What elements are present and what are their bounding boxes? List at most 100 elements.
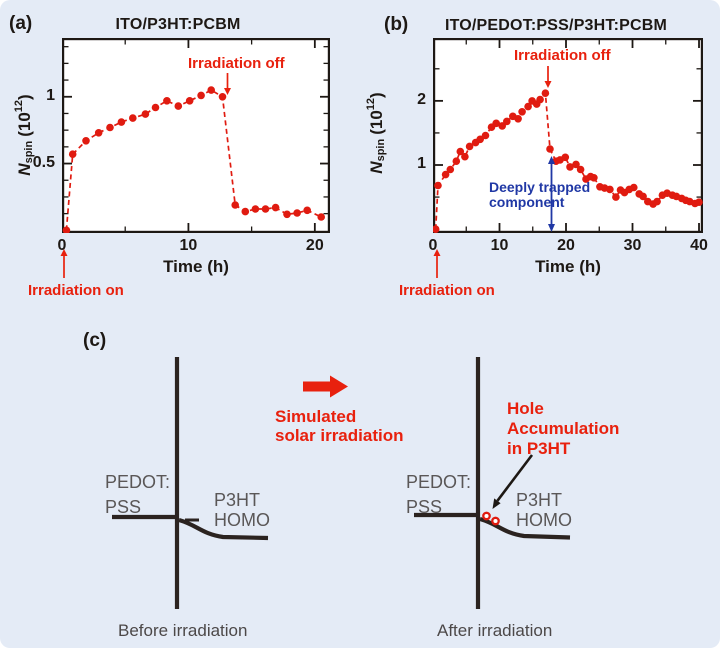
- data-point: [639, 192, 647, 201]
- data-point: [653, 197, 661, 206]
- data-point: [503, 117, 511, 126]
- deeply-trapped-line1: Deeply trapped: [489, 179, 591, 195]
- y-label-symbol: N: [367, 161, 386, 174]
- data-point: [576, 165, 585, 174]
- data-point: [590, 174, 598, 182]
- data-point: [82, 137, 90, 145]
- hole-symbol-icon: [482, 511, 491, 521]
- data-point: [293, 209, 301, 217]
- chart-b-x-axis-label: Time (h): [535, 257, 601, 276]
- y-tick-label: 0.5: [32, 153, 55, 171]
- data-point: [241, 207, 250, 216]
- hole-line3: in P3HT: [507, 439, 571, 458]
- data-point: [94, 129, 103, 137]
- after-right-material-label: P3HT HOMO: [516, 490, 572, 530]
- x-tick-label: 40: [690, 237, 708, 254]
- chart-a-irradiation-on-arrow: [60, 249, 68, 278]
- deeply-trapped-line2: component: [489, 194, 565, 210]
- x-tick-label: 20: [305, 237, 324, 254]
- simulated-solar-irradiation-label: Simulated solar irradiation: [275, 407, 403, 445]
- x-tick-label: 30: [623, 237, 642, 254]
- data-point: [303, 206, 311, 215]
- before-left-material-label: PEDOT: PSS: [105, 470, 170, 520]
- chart-a-plot: [62, 38, 330, 233]
- chart-a-irradiation-on-label: Irradiation on: [28, 282, 124, 299]
- data-point: [446, 165, 455, 174]
- before-diagram: [112, 357, 269, 609]
- data-point: [566, 163, 574, 171]
- x-tick-label: 0: [428, 237, 438, 254]
- data-point: [207, 86, 215, 94]
- chart-b-irradiation-on-arrow: [433, 249, 441, 278]
- data-point: [524, 102, 532, 111]
- data-point: [231, 201, 239, 209]
- after-diagram: [414, 357, 571, 609]
- data-point: [251, 205, 260, 213]
- panel-b-label: (b): [384, 14, 409, 35]
- data-point: [433, 225, 440, 233]
- data-point: [141, 110, 150, 118]
- data-point: [117, 118, 126, 126]
- data-point: [106, 123, 114, 132]
- data-point: [271, 203, 280, 212]
- data-point: [476, 135, 484, 144]
- data-point: [68, 150, 77, 158]
- x-tick-label: 20: [557, 237, 575, 254]
- before-right-material-label: P3HT HOMO: [214, 490, 270, 530]
- chart-a-irradiation-off-arrow: [224, 73, 231, 95]
- homo-label: HOMO: [214, 510, 270, 530]
- x-tick-label: 10: [490, 237, 509, 254]
- after-homo-curve: [479, 516, 571, 540]
- before-homo-curve: [178, 517, 269, 541]
- data-point: [546, 145, 554, 153]
- data-point: [197, 91, 205, 100]
- hole-accumulation-label: Hole Accumulation in P3HT: [507, 399, 619, 459]
- data-point: [62, 226, 71, 233]
- data-point: [452, 157, 461, 165]
- chart-b-irradiation-off-arrow: [544, 66, 552, 88]
- data-point: [129, 114, 137, 122]
- data-point: [572, 160, 580, 169]
- data-point: [185, 97, 194, 105]
- data-point: [518, 108, 526, 116]
- deeply-trapped-label: Deeply trapped component: [489, 180, 590, 210]
- process-line1: Simulated: [275, 407, 357, 426]
- chart-b-plot: [433, 38, 703, 233]
- after-irradiation-caption: After irradiation: [437, 621, 553, 640]
- data-point: [536, 95, 544, 104]
- data-point: [151, 103, 160, 112]
- y-label-subscript: spin: [375, 138, 387, 162]
- data-point: [612, 193, 620, 201]
- data-point: [492, 119, 500, 128]
- hole-line2: Accumulation: [507, 419, 620, 438]
- y-tick-label: 1: [417, 155, 426, 172]
- hole-symbol-icon: [491, 516, 500, 526]
- p3ht-label: P3HT: [516, 490, 563, 510]
- data-point: [283, 210, 291, 219]
- chart-a-irradiation-off-label: Irradiation off: [188, 55, 285, 72]
- data-point: [456, 147, 465, 156]
- homo-label: HOMO: [516, 510, 572, 530]
- p3ht-label: P3HT: [214, 490, 261, 510]
- chart-a-title: ITO/P3HT:PCBM: [115, 16, 241, 33]
- data-point: [481, 131, 490, 140]
- process-line2: solar irradiation: [275, 426, 404, 445]
- process-arrow: [303, 375, 348, 398]
- data-point: [317, 213, 325, 221]
- data-point: [606, 185, 614, 194]
- y-tick-label: 2: [417, 90, 426, 108]
- chart-a-x-axis-label: Time (h): [163, 257, 229, 276]
- deeply-trapped-double-arrow: [548, 156, 555, 232]
- x-tick-label: 0: [57, 237, 67, 254]
- pedot-label: PEDOT:: [105, 472, 171, 492]
- after-left-material-label: PEDOT: PSS: [406, 470, 471, 520]
- data-point: [514, 115, 522, 123]
- y-label-unit: (10: [15, 112, 34, 137]
- hole-line1: Hole: [507, 399, 544, 418]
- before-irradiation-caption: Before irradiation: [118, 621, 248, 640]
- pss-label: PSS: [105, 497, 142, 517]
- pedot-label: PEDOT:: [406, 472, 472, 492]
- data-point: [461, 152, 469, 161]
